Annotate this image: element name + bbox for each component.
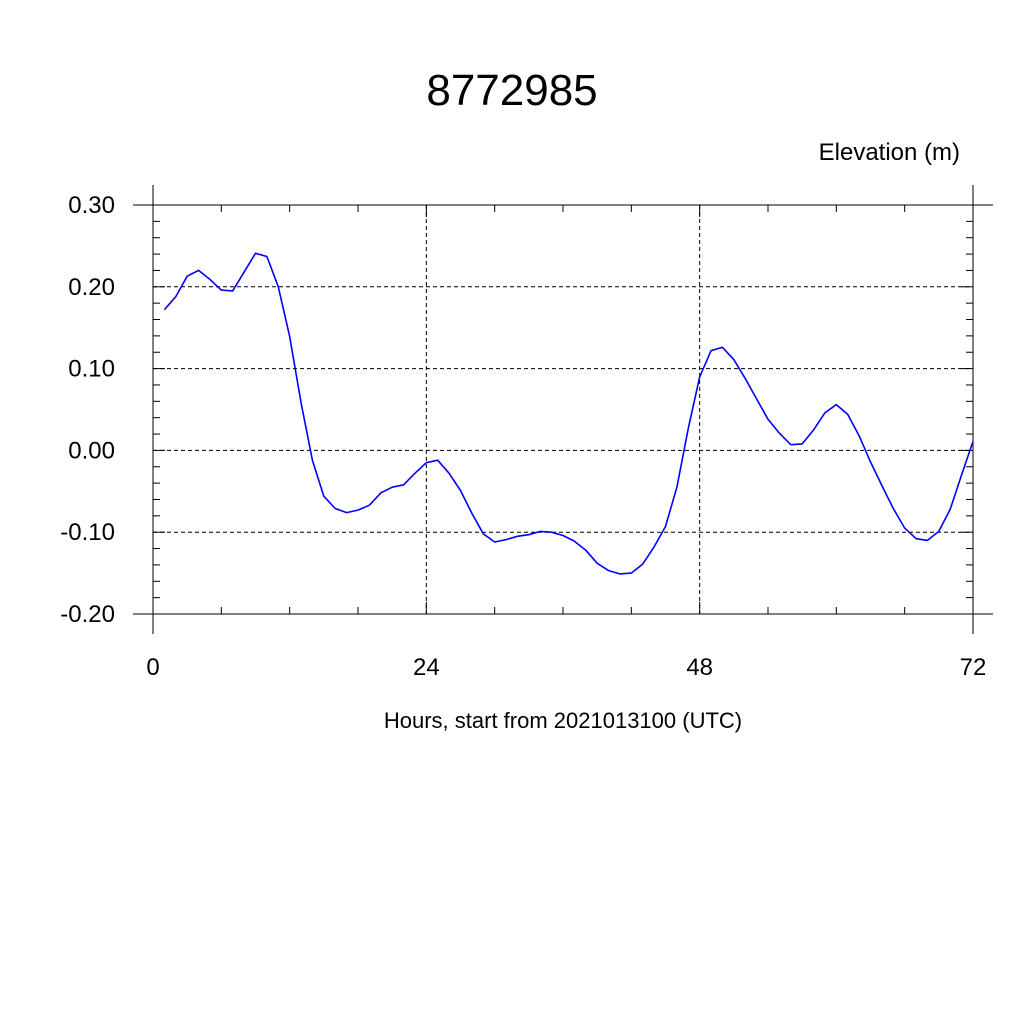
x-tick-label: 0	[146, 654, 159, 681]
x-tick-label: 24	[413, 654, 440, 681]
y-axis-label: Elevation (m)	[818, 139, 960, 166]
y-tick-label: 0.10	[68, 356, 115, 383]
x-tick-label: 48	[686, 654, 713, 681]
y-tick-label: -0.10	[60, 519, 115, 546]
x-axis-label: Hours, start from 2021013100 (UTC)	[383, 708, 743, 733]
y-tick-label: 0.30	[68, 192, 115, 219]
y-tick-label: 0.00	[68, 437, 115, 464]
y-tick-label: 0.20	[68, 274, 115, 301]
chart-title: 8772985	[426, 66, 598, 115]
series-line	[163, 252, 974, 575]
y-tick-label: -0.20	[60, 601, 115, 628]
x-tick-label: 72	[960, 654, 987, 681]
